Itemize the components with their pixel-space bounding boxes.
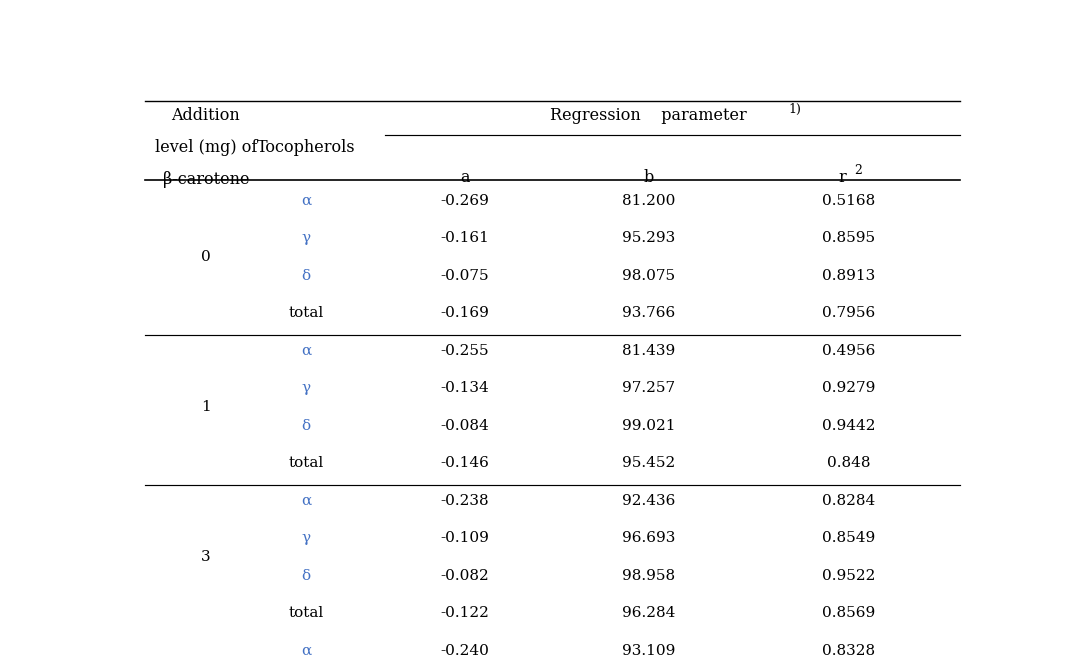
Text: -0.134: -0.134 <box>441 382 489 396</box>
Text: -0.161: -0.161 <box>440 231 489 245</box>
Text: 96.284: 96.284 <box>622 606 675 620</box>
Text: b: b <box>644 169 653 185</box>
Text: α: α <box>301 644 312 658</box>
Text: 1): 1) <box>789 103 802 116</box>
Text: 99.021: 99.021 <box>622 419 675 433</box>
Text: -0.109: -0.109 <box>440 531 489 545</box>
Text: -0.082: -0.082 <box>441 569 489 583</box>
Text: -0.269: -0.269 <box>440 194 489 208</box>
Text: 0.8328: 0.8328 <box>823 644 875 658</box>
Text: 92.436: 92.436 <box>622 494 675 508</box>
Text: -0.122: -0.122 <box>440 606 489 620</box>
Text: 0.5168: 0.5168 <box>823 194 875 208</box>
Text: -0.255: -0.255 <box>441 344 489 358</box>
Text: 95.452: 95.452 <box>622 456 675 470</box>
Text: 0.9442: 0.9442 <box>823 419 875 433</box>
Text: -0.084: -0.084 <box>441 419 489 433</box>
Text: γ: γ <box>302 231 310 245</box>
Text: 95.293: 95.293 <box>622 231 675 245</box>
Text: 0.848: 0.848 <box>827 456 871 470</box>
Text: γ: γ <box>302 531 310 545</box>
Text: α: α <box>301 344 312 358</box>
Text: total: total <box>289 456 323 470</box>
Text: 0.8595: 0.8595 <box>823 231 875 245</box>
Text: r: r <box>839 169 846 185</box>
Text: -0.169: -0.169 <box>440 306 489 320</box>
Text: 1: 1 <box>201 400 210 414</box>
Text: level (mg) of: level (mg) of <box>154 139 257 155</box>
Text: 0.8569: 0.8569 <box>823 606 875 620</box>
Text: -0.240: -0.240 <box>440 644 489 658</box>
Text: 0.9279: 0.9279 <box>823 382 875 396</box>
Text: Regression    parameter: Regression parameter <box>550 107 747 124</box>
Text: 96.693: 96.693 <box>622 531 675 545</box>
Text: 98.075: 98.075 <box>622 269 675 283</box>
Text: α: α <box>301 494 312 508</box>
Text: 0.9522: 0.9522 <box>823 569 875 583</box>
Text: α: α <box>301 194 312 208</box>
Text: total: total <box>289 606 323 620</box>
Text: 0: 0 <box>201 250 210 264</box>
Text: δ: δ <box>302 419 310 433</box>
Text: 0.8549: 0.8549 <box>823 531 875 545</box>
Text: 98.958: 98.958 <box>622 569 675 583</box>
Text: 81.439: 81.439 <box>622 344 675 358</box>
Text: total: total <box>289 306 323 320</box>
Text: γ: γ <box>302 382 310 396</box>
Text: 0.8284: 0.8284 <box>823 494 875 508</box>
Text: a: a <box>460 169 470 185</box>
Text: 81.200: 81.200 <box>622 194 675 208</box>
Text: 0.8913: 0.8913 <box>823 269 875 283</box>
Text: -0.238: -0.238 <box>441 494 489 508</box>
Text: β-carotene: β-carotene <box>163 171 249 188</box>
Text: 93.766: 93.766 <box>622 306 675 320</box>
Text: -0.075: -0.075 <box>441 269 489 283</box>
Text: Tocopherols: Tocopherols <box>257 139 356 155</box>
Text: -0.146: -0.146 <box>440 456 489 470</box>
Text: 3: 3 <box>201 550 210 564</box>
Text: 93.109: 93.109 <box>622 644 675 658</box>
Text: 0.7956: 0.7956 <box>823 306 875 320</box>
Text: 97.257: 97.257 <box>622 382 675 396</box>
Text: δ: δ <box>302 269 310 283</box>
Text: Addition: Addition <box>171 107 240 124</box>
Text: 2: 2 <box>854 165 862 177</box>
Text: δ: δ <box>302 569 310 583</box>
Text: 0.4956: 0.4956 <box>823 344 875 358</box>
